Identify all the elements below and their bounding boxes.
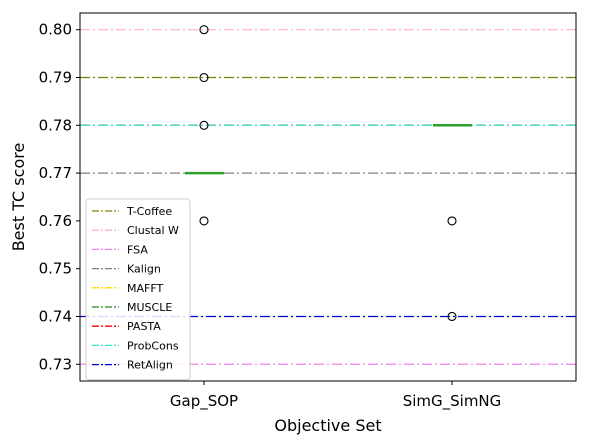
legend: T-Coffee Clustal W FSA Kalign MAFFT MUSCLE PAS… (85, 198, 191, 381)
y-axis-label: Best TC score (9, 143, 28, 252)
legend-label: ProbCons (127, 339, 179, 352)
legend-label: Kalign (127, 263, 161, 276)
y-tick-label: 0.79 (39, 69, 72, 87)
x-tick-label: SimG_SimNG (403, 392, 502, 411)
plot-area-frame (79, 12, 577, 382)
outlier-points (199, 25, 457, 322)
legend-label: RetAlign (127, 359, 173, 372)
legend-label: MAFFT (127, 282, 163, 295)
median-lines (185, 124, 472, 175)
outlier-point (199, 216, 209, 226)
y-tick-label: 0.80 (39, 21, 72, 39)
y-tick-label: 0.77 (39, 164, 72, 182)
y-tick-label: 0.73 (39, 355, 72, 373)
outlier-point (199, 72, 209, 83)
legend-label: Clustal W (127, 224, 179, 237)
outlier-point (199, 25, 209, 35)
outlier-point (447, 216, 457, 226)
outlier-point (199, 120, 209, 130)
x-axis: Gap_SOP SimG_SimNG (170, 381, 501, 411)
x-axis-label: Objective Set (274, 416, 381, 435)
y-tick-label: 0.75 (39, 260, 72, 278)
y-axis: 0.73 0.74 0.75 0.76 0.77 0.78 0.79 0.80 (39, 21, 80, 373)
legend-label: PASTA (127, 320, 161, 333)
x-tick-label: Gap_SOP (170, 392, 238, 411)
reference-lines (80, 29, 576, 365)
legend-box (85, 198, 191, 381)
outlier-point (447, 311, 457, 322)
legend-label: MUSCLE (127, 301, 172, 314)
legend-label: FSA (127, 243, 148, 256)
y-tick-label: 0.76 (39, 212, 72, 230)
y-tick-label: 0.74 (39, 307, 72, 325)
y-tick-label: 0.78 (39, 116, 72, 134)
legend-label: T-Coffee (126, 205, 172, 218)
